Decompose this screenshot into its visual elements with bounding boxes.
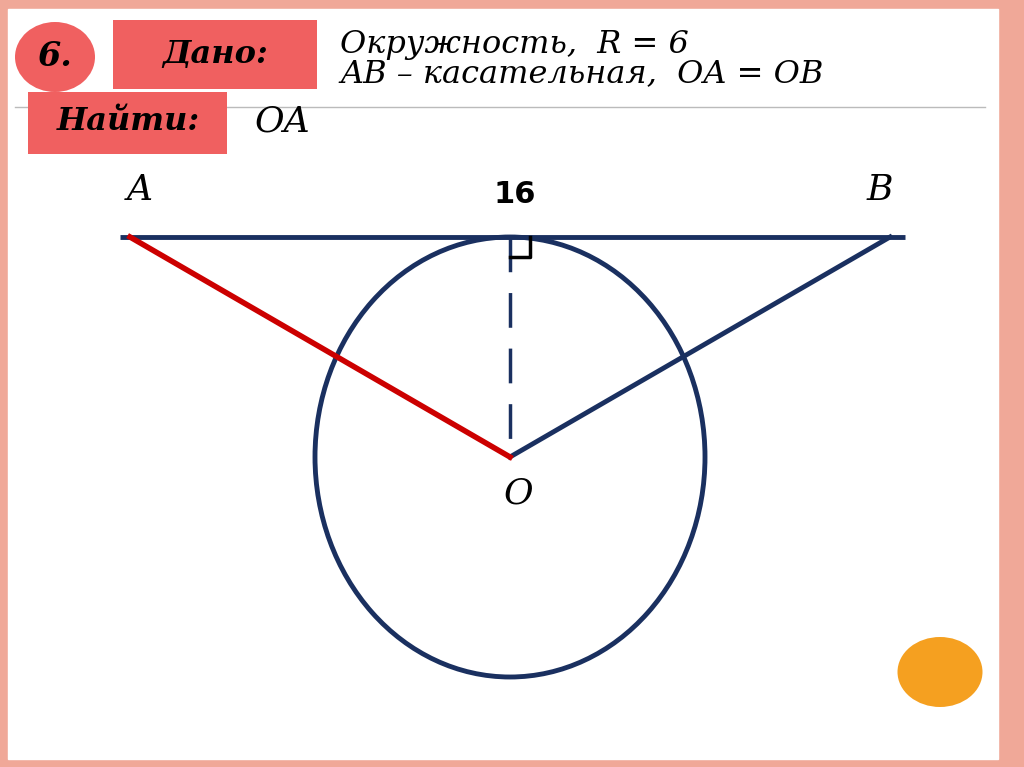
- Text: O: O: [503, 477, 532, 511]
- Text: Дано:: Дано:: [162, 38, 268, 70]
- Text: B: B: [866, 173, 893, 207]
- Ellipse shape: [15, 22, 95, 92]
- Text: AB – касательная,  OA = OB: AB – касательная, OA = OB: [340, 58, 823, 90]
- FancyBboxPatch shape: [8, 9, 998, 759]
- Text: 6.: 6.: [38, 41, 73, 74]
- FancyBboxPatch shape: [28, 92, 227, 154]
- Text: A: A: [127, 173, 153, 207]
- Text: Окружность,  R = 6: Окружность, R = 6: [340, 28, 689, 60]
- Text: OA: OA: [255, 105, 310, 139]
- Text: 16: 16: [494, 180, 537, 209]
- FancyBboxPatch shape: [113, 20, 317, 89]
- Text: Найти:: Найти:: [56, 107, 200, 137]
- Ellipse shape: [897, 637, 982, 707]
